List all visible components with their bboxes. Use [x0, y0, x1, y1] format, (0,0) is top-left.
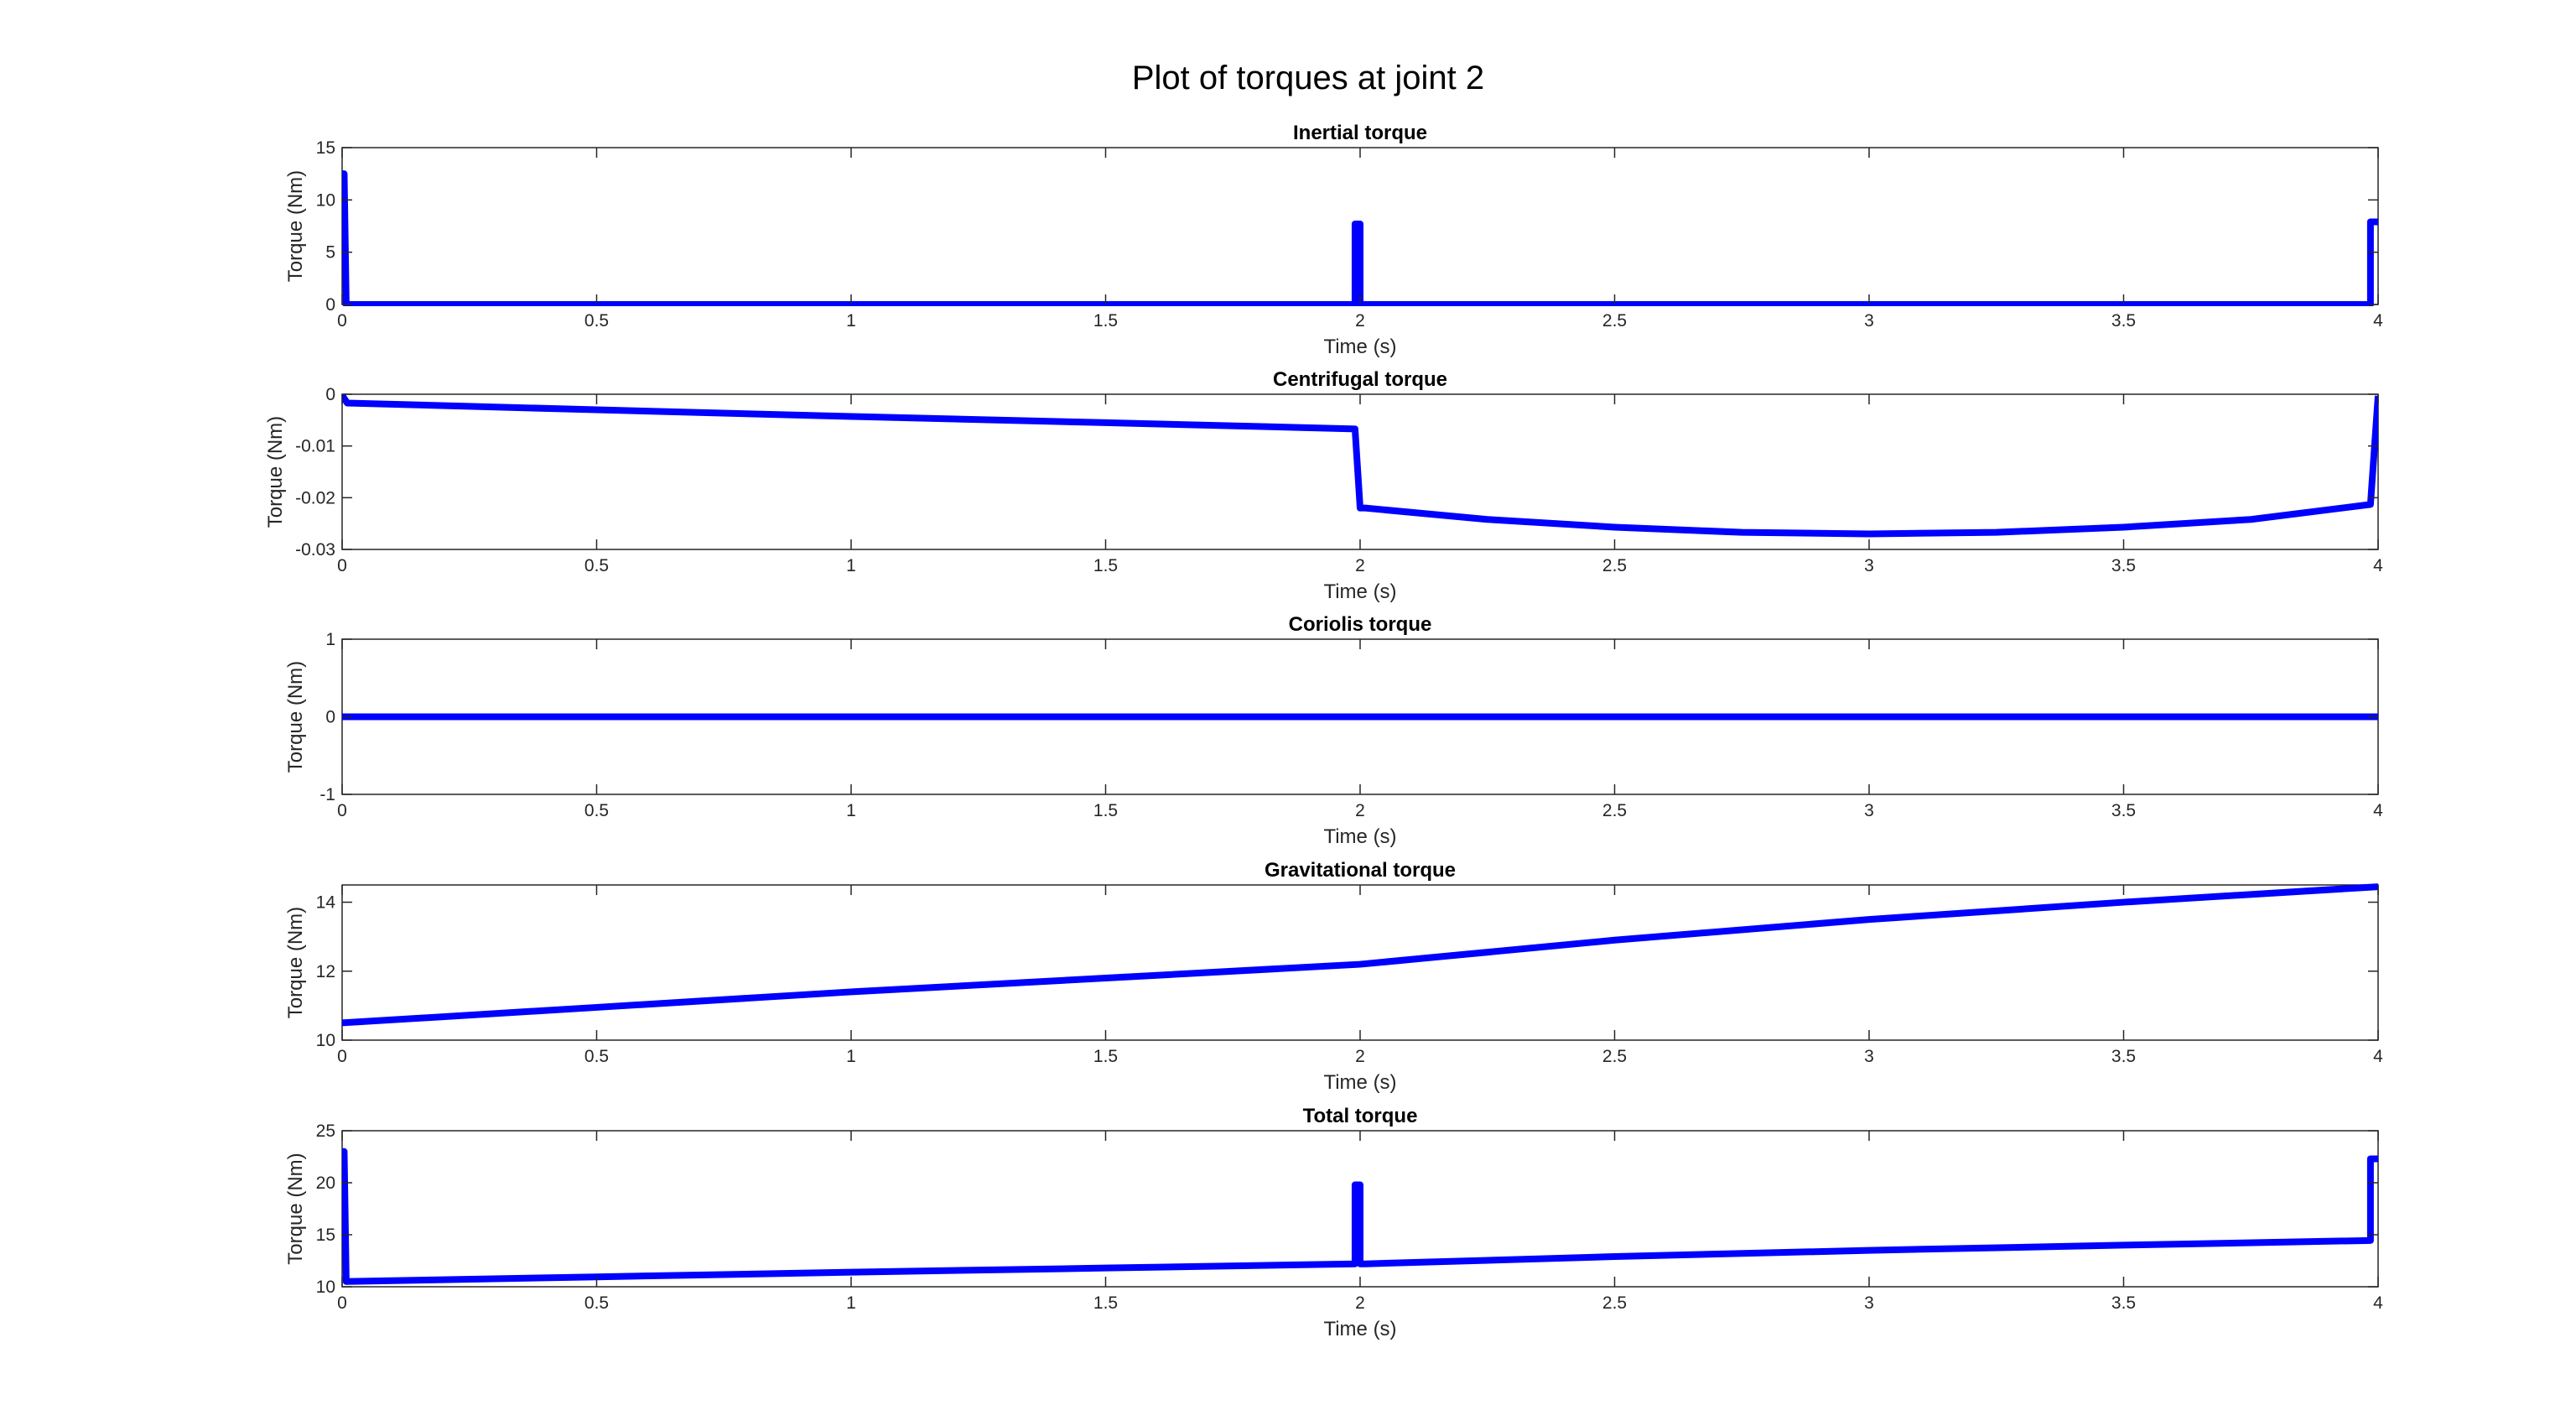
series-line-1: [342, 883, 2378, 1027]
y-tick-label: 14: [316, 893, 336, 913]
x-tick-label: 1.5: [1093, 1047, 1118, 1066]
x-tick-label: 1.5: [1093, 801, 1118, 820]
x-tick-label: 1: [846, 311, 856, 330]
y-tick-label: 25: [316, 1122, 335, 1141]
y-tick-label: 10: [316, 190, 335, 210]
x-tick-label: 3.5: [2111, 801, 2136, 820]
x-tick-label: 2: [1355, 311, 1365, 330]
x-tick-label: 1: [846, 1293, 856, 1313]
figure-title: Plot of torques at joint 2: [1132, 60, 1484, 96]
x-tick-label: 0.5: [584, 801, 609, 820]
x-tick-label: 4: [2373, 1293, 2383, 1313]
y-tick-label: -0.01: [295, 437, 335, 456]
x-tick-label: 2.5: [1602, 311, 1627, 330]
y-axis-label: Torque (Nm): [284, 661, 307, 773]
y-tick-label: 10: [316, 1278, 335, 1297]
x-tick-label: 1: [846, 1047, 856, 1066]
y-tick-label: 15: [316, 138, 335, 158]
subplot-2: 0 0.5 1 1.5 2 2.5 3 3.5 4 -0.03 -0.02 -0.01 0 Centrif…: [264, 368, 2383, 603]
y-tick-label: -1: [319, 785, 335, 804]
x-tick-label: 3: [1864, 801, 1874, 820]
x-tick-label: 1.5: [1093, 311, 1118, 330]
series-line-1: [342, 1148, 2378, 1285]
y-tick-label: 12: [316, 962, 335, 981]
x-tick-label: 3.5: [2111, 1047, 2136, 1066]
panel-title: Centrifugal torque: [1273, 368, 1447, 391]
x-tick-label: 4: [2373, 311, 2383, 330]
x-tick-label: 2.5: [1602, 556, 1627, 575]
panel-title: Gravitational torque: [1265, 859, 1456, 882]
x-tick-label: 4: [2373, 801, 2383, 820]
x-tick-label: 2.5: [1602, 1293, 1627, 1313]
x-tick-label: 3: [1864, 1293, 1874, 1313]
x-tick-label: 1: [846, 556, 856, 575]
x-tick-label: 2: [1355, 1047, 1365, 1066]
x-tick-label: 4: [2373, 556, 2383, 575]
series-line-1: [342, 170, 2378, 306]
y-tick-label: -0.02: [295, 488, 335, 507]
x-tick-label: 0.5: [584, 1293, 609, 1313]
x-tick-label: 0.5: [584, 1047, 609, 1066]
x-tick-label: 0: [337, 801, 347, 820]
x-axis-label: Time (s): [1323, 1071, 1396, 1094]
y-tick-label: 1: [325, 630, 335, 649]
x-tick-label: 0.5: [584, 556, 609, 575]
y-axis-label: Torque (Nm): [264, 416, 287, 528]
x-axis-label: Time (s): [1323, 1318, 1396, 1340]
y-tick-label: 0: [325, 385, 335, 404]
y-axis-label: Torque (Nm): [284, 1153, 307, 1264]
y-tick-label: -0.03: [295, 540, 335, 559]
x-axis-label: Time (s): [1323, 825, 1396, 848]
x-tick-label: 0: [337, 556, 347, 575]
x-tick-label: 3: [1864, 556, 1874, 575]
subplot-1: 0 0.5 1 1.5 2 2.5 3 3.5 4 0 5 10 15 Inertial torque Ti…: [284, 122, 2383, 358]
x-tick-label: 0.5: [584, 311, 609, 330]
y-tick-label: 15: [316, 1226, 335, 1245]
x-tick-label: 2.5: [1602, 1047, 1627, 1066]
panel-title: Total torque: [1303, 1105, 1418, 1127]
x-tick-label: 2.5: [1602, 801, 1627, 820]
y-tick-label: 0: [325, 295, 335, 315]
series-line-1: [342, 393, 2378, 538]
x-tick-label: 1.5: [1093, 1293, 1118, 1313]
x-tick-label: 2: [1355, 1293, 1365, 1313]
subplot-4: 0 0.5 1 1.5 2 2.5 3 3.5 4 10 12 14 Gravitational tor…: [284, 859, 2383, 1094]
x-tick-label: 1: [846, 801, 856, 820]
y-axis-label: Torque (Nm): [284, 170, 307, 282]
y-axis-label: Torque (Nm): [284, 907, 307, 1018]
x-tick-label: 3.5: [2111, 1293, 2136, 1313]
x-tick-label: 3: [1864, 311, 1874, 330]
x-tick-label: 2: [1355, 801, 1365, 820]
x-tick-label: 0: [337, 311, 347, 330]
x-tick-label: 2: [1355, 556, 1365, 575]
y-tick-label: 0: [325, 708, 335, 727]
x-tick-label: 3.5: [2111, 556, 2136, 575]
x-tick-label: 4: [2373, 1047, 2383, 1066]
panel-title: Inertial torque: [1293, 122, 1427, 144]
x-tick-label: 0: [337, 1047, 347, 1066]
subplot-5: 0 0.5 1 1.5 2 2.5 3 3.5 4 10 15 20 25 Total torque Tim…: [284, 1105, 2383, 1340]
panel-title: Coriolis torque: [1289, 613, 1432, 636]
x-tick-label: 1.5: [1093, 556, 1118, 575]
x-tick-label: 3: [1864, 1047, 1874, 1066]
y-tick-label: 20: [316, 1174, 335, 1193]
y-tick-label: 5: [325, 243, 335, 263]
x-axis-label: Time (s): [1323, 336, 1396, 358]
y-tick-label: 10: [316, 1031, 335, 1050]
x-tick-label: 0: [337, 1293, 347, 1313]
x-tick-label: 3.5: [2111, 311, 2136, 330]
x-axis-label: Time (s): [1323, 580, 1396, 603]
